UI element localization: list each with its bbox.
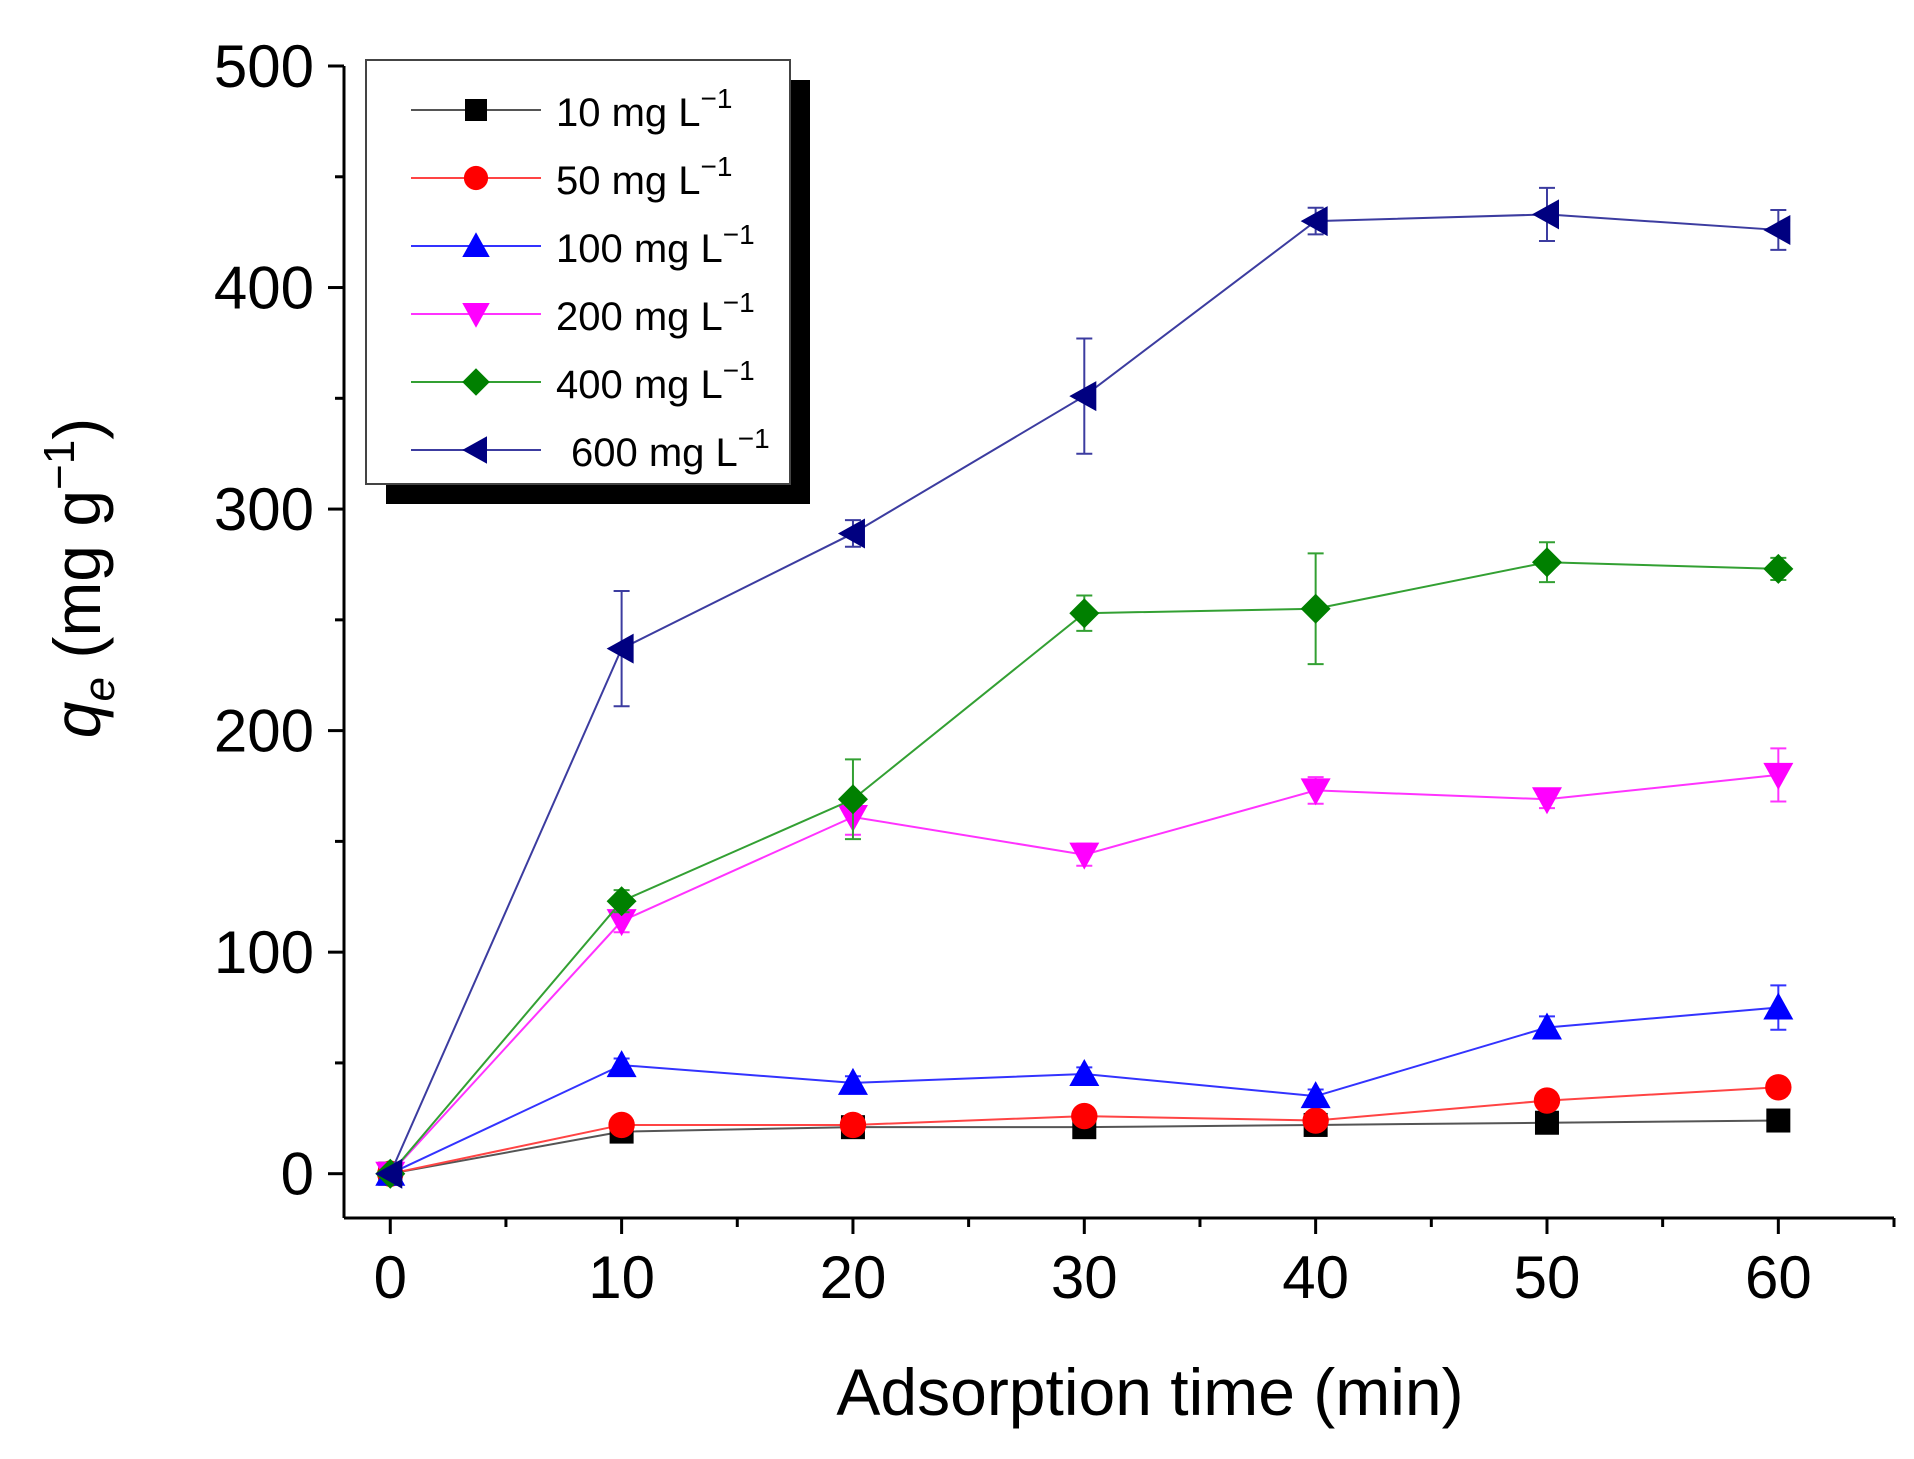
series-5 <box>375 186 1791 1189</box>
legend-marker <box>463 165 489 191</box>
legend-label: 200 mg L−1 <box>556 287 755 339</box>
x-tick-label: 30 <box>1051 1244 1118 1311</box>
x-tick-label: 0 <box>374 1244 407 1311</box>
legend-label: 400 mg L−1 <box>556 355 755 407</box>
data-point <box>837 518 865 549</box>
legend-label-text: 200 mg L <box>556 295 723 339</box>
legend-label: 50 mg L−1 <box>556 151 732 203</box>
y-tick-label: 300 <box>214 476 314 543</box>
data-point <box>1531 547 1562 578</box>
data-point <box>1763 762 1794 790</box>
legend-label-exponent: −1 <box>701 151 733 182</box>
data-point <box>1531 1012 1562 1040</box>
data-point <box>1763 553 1794 584</box>
legend-label-exponent: −1 <box>738 423 770 454</box>
x-tick-label: 50 <box>1514 1244 1581 1311</box>
y-tick-label: 0 <box>281 1141 314 1208</box>
x-tick-label: 20 <box>820 1244 887 1311</box>
data-point <box>1300 206 1328 237</box>
x-tick-label: 40 <box>1282 1244 1349 1311</box>
series-4 <box>375 541 1794 1189</box>
data-point <box>1765 1074 1792 1101</box>
y-axis-title-units: (mg g <box>40 490 114 677</box>
x-tick-label: 60 <box>1745 1244 1812 1311</box>
legend-box <box>365 59 791 485</box>
data-point <box>1531 787 1562 815</box>
data-point <box>1531 199 1559 230</box>
data-point <box>606 633 634 664</box>
data-point <box>837 1067 868 1095</box>
legend-label-exponent: −1 <box>723 355 755 386</box>
data-point <box>1766 1108 1791 1133</box>
data-point <box>1534 1110 1559 1135</box>
y-axis-title-exponent: −1 <box>35 440 84 490</box>
legend-label-text: 100 mg L <box>556 227 723 271</box>
y-axis-title-symbol: q <box>40 701 114 738</box>
data-point <box>1763 992 1794 1020</box>
legend-label-text: 50 mg L <box>556 159 701 203</box>
data-point <box>1300 593 1331 624</box>
data-point <box>1069 598 1100 629</box>
legend-label: 10 mg L−1 <box>556 83 732 135</box>
legend-marker <box>465 99 487 121</box>
data-point <box>837 784 868 815</box>
axes: 0 10 20 30 40 50 60 0 100 200 300 400 500 <box>214 33 1896 1311</box>
y-tick-label: 500 <box>214 33 314 100</box>
y-axis-title: qe (mg g−1) <box>35 418 124 738</box>
legend-marker <box>462 232 490 257</box>
y-axis-title-close: ) <box>40 418 114 440</box>
legend-label-text: 400 mg L <box>556 363 723 407</box>
data-point <box>1302 1107 1329 1134</box>
legend-label-exponent: −1 <box>701 83 733 114</box>
data-point <box>606 886 637 917</box>
legend-label: 100 mg L−1 <box>556 219 755 271</box>
series-line <box>389 1006 1779 1175</box>
y-axis-title-subscript: e <box>75 677 124 701</box>
data-point <box>1300 778 1331 806</box>
y-tick-label: 100 <box>214 919 314 986</box>
x-tick-label: 10 <box>588 1244 655 1311</box>
legend-marker <box>462 436 487 464</box>
legend-label: 600 mg L−1 <box>571 423 770 475</box>
legend-label-exponent: −1 <box>723 287 755 318</box>
data-point <box>1069 842 1100 870</box>
data-point <box>1069 1059 1100 1086</box>
data-point <box>1300 1081 1331 1109</box>
legend-label-text: 10 mg L <box>556 91 701 135</box>
x-axis-title: Adsorption time (min) <box>836 1355 1463 1429</box>
plot-area <box>375 186 1794 1189</box>
y-tick-label: 200 <box>214 698 314 765</box>
data-point <box>1071 1102 1098 1130</box>
data-point <box>839 1111 867 1139</box>
data-point <box>375 1158 403 1189</box>
data-point <box>608 1111 635 1139</box>
series-2 <box>375 984 1794 1186</box>
legend-label-exponent: −1 <box>723 219 755 250</box>
data-point <box>606 1050 637 1078</box>
data-point <box>1069 381 1097 412</box>
legend-marker <box>462 368 490 396</box>
legend-marker <box>462 303 490 328</box>
legend-label-text: 600 mg L <box>571 431 738 475</box>
data-point <box>1533 1087 1561 1114</box>
data-point <box>606 909 637 937</box>
y-tick-label: 400 <box>214 255 314 322</box>
data-point <box>1763 214 1791 245</box>
